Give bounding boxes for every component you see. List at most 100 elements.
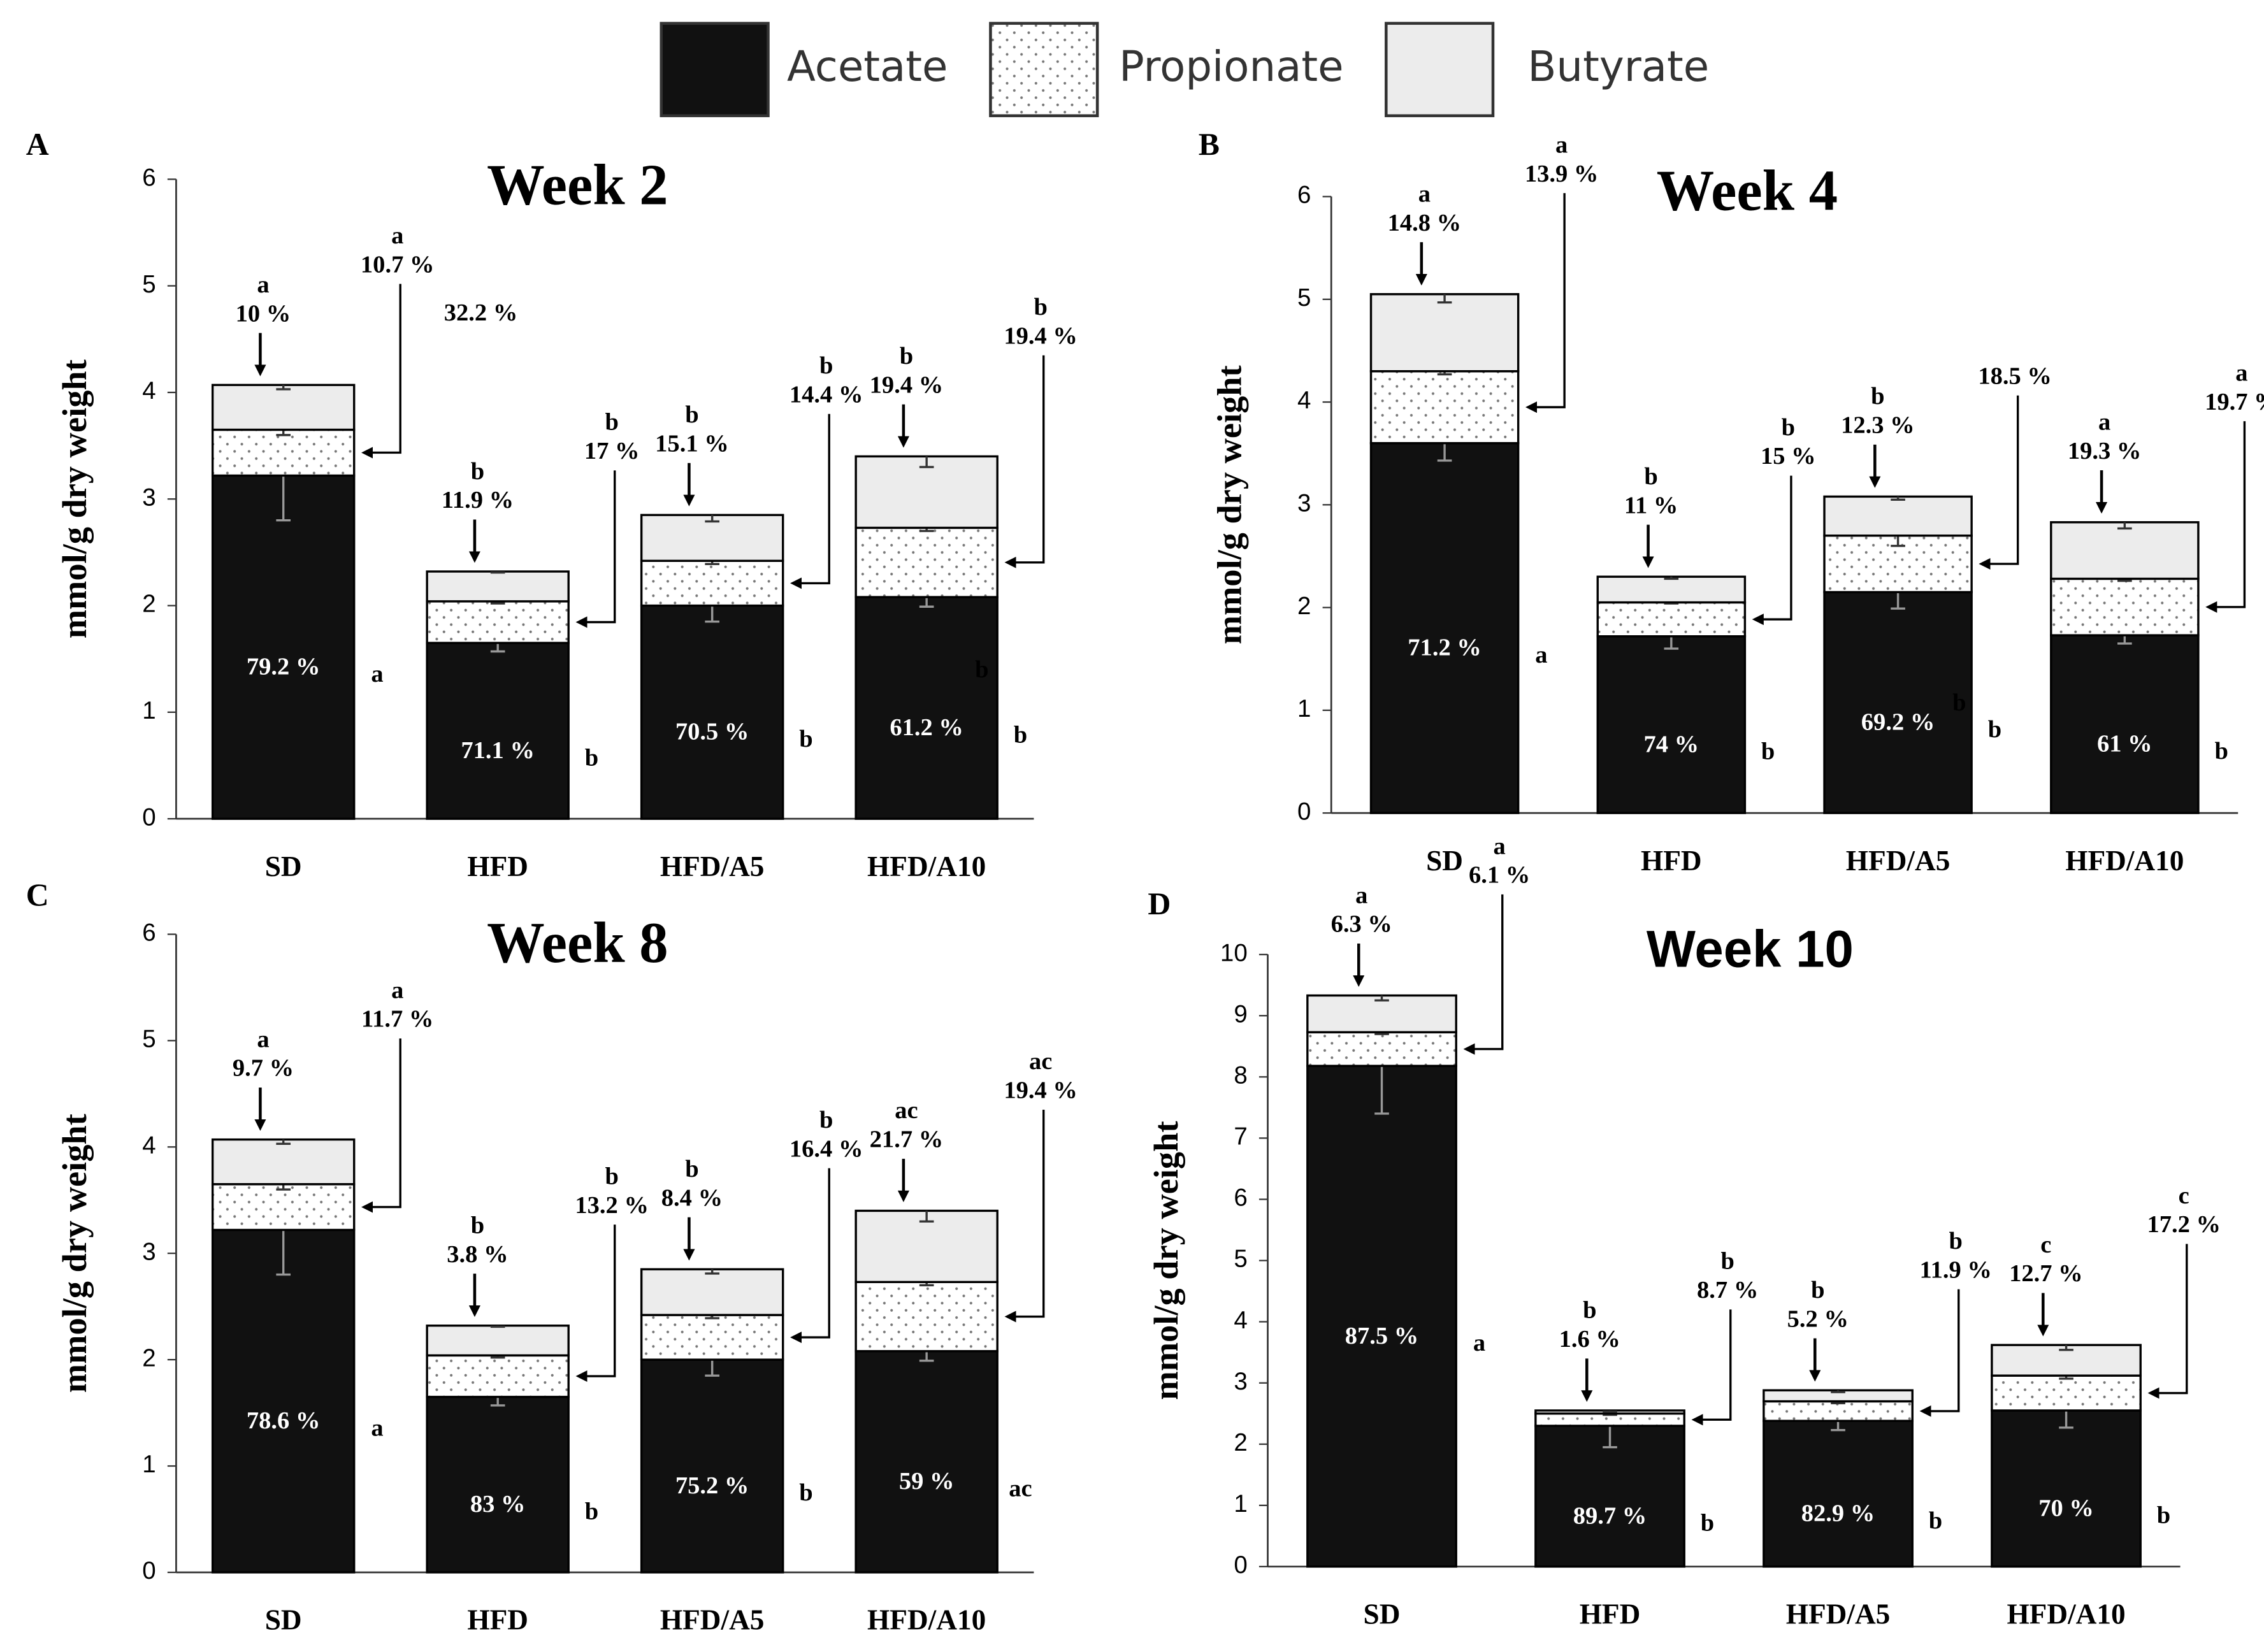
bar-segment: [426, 1325, 570, 1357]
percent-label: 79.2 %: [247, 654, 321, 680]
letter-label: b: [1644, 463, 1657, 490]
percent-label: 11.7 %: [361, 1006, 433, 1033]
bar-segment: [854, 455, 999, 529]
y-tick-label: 1: [142, 1451, 155, 1478]
chart-title: Week 2: [487, 152, 668, 217]
letter-label: b: [471, 1212, 484, 1239]
letter-label: a: [1494, 833, 1506, 859]
letter-label: b: [585, 744, 598, 771]
panel-label: A: [26, 127, 49, 162]
percent-label: 82.9 %: [1801, 1500, 1875, 1526]
percent-label: 19.3 %: [2068, 438, 2142, 464]
chart-title: Week 8: [487, 910, 668, 975]
letter-label: a: [2098, 409, 2110, 436]
bar-segment: [640, 1358, 784, 1574]
y-tick-label: 3: [1234, 1368, 1247, 1395]
percent-label: 1.6 %: [1559, 1326, 1620, 1353]
x-tick-label: HFD/A5: [1786, 1598, 1891, 1630]
letter-label: ac: [1009, 1476, 1032, 1502]
bar-segment: [1991, 1374, 2142, 1412]
letter-label: b: [1988, 716, 2001, 743]
bar-segment: [1306, 994, 1457, 1033]
letter-label: a: [257, 1026, 269, 1052]
y-tick-label: 9: [1234, 1000, 1247, 1028]
letter-label: b: [1949, 1228, 1963, 1254]
percent-label: 69.2 %: [1861, 709, 1935, 736]
y-axis-label: mmol/g dry weight: [1211, 365, 1249, 644]
bar-segment: [1763, 1419, 1914, 1568]
percent-label: 6.3 %: [1331, 911, 1392, 938]
y-tick-label: 0: [1234, 1551, 1247, 1579]
letter-label: a: [257, 271, 269, 298]
chart-title: Week 10: [1647, 920, 1854, 978]
letter-label: b: [799, 1479, 812, 1506]
letter-label: ac: [1029, 1048, 1052, 1075]
y-tick-label: 1: [1297, 695, 1311, 722]
y-tick-label: 6: [1234, 1184, 1247, 1212]
bar-segment: [1823, 495, 1973, 537]
extra-label: b: [975, 656, 988, 683]
x-tick-label: HFD/A10: [2007, 1598, 2125, 1630]
percent-label: 14.8 %: [1388, 210, 1462, 236]
percent-label: 14.4 %: [790, 381, 863, 408]
letter-label: b: [1871, 383, 1884, 410]
percent-label: 74 %: [1643, 731, 1699, 758]
percent-label: 15 %: [1761, 443, 1816, 470]
letter-label: b: [1811, 1277, 1824, 1304]
y-tick-label: 6: [1297, 182, 1311, 209]
arrow: [1919, 1289, 1960, 1417]
panel-label: C: [26, 877, 49, 912]
percent-label: 13.2 %: [575, 1192, 649, 1219]
arrow: [790, 413, 830, 589]
bar-segment: [1823, 591, 1973, 814]
percent-label: 19.4 %: [1004, 322, 1078, 349]
bar-segment: [211, 1138, 356, 1186]
letter-label: a: [1418, 181, 1431, 208]
y-tick-label: 0: [142, 1557, 155, 1584]
arrow: [361, 284, 401, 459]
bar-segment: [1369, 442, 1520, 814]
percent-label: 18.5 %: [1978, 363, 2052, 389]
y-axis-label: mmol/g dry weight: [55, 359, 94, 638]
letter-label: b: [1761, 738, 1775, 765]
arrow: [2147, 1244, 2188, 1399]
bar-segment: [854, 526, 999, 598]
bar-segment: [1306, 1031, 1457, 1067]
letter-label: a: [371, 661, 383, 687]
x-tick-label: HFD/A10: [2065, 845, 2184, 877]
letter-label: a: [1473, 1330, 1485, 1356]
arrow: [575, 470, 616, 628]
letter-label: b: [819, 352, 833, 379]
bar-segment: [1596, 575, 1747, 604]
percent-label: 10.7 %: [361, 251, 435, 278]
letter-label: c: [2179, 1182, 2189, 1209]
percent-label: 83 %: [470, 1491, 526, 1518]
letter-label: b: [1583, 1297, 1596, 1324]
x-tick-label: HFD/A5: [660, 851, 765, 882]
letter-label: b: [1034, 294, 1047, 320]
arrow: [1525, 193, 1566, 413]
letter-label: b: [585, 1498, 598, 1525]
percent-label: 12.7 %: [2009, 1260, 2083, 1287]
percent-label: 11.9 %: [1920, 1256, 1992, 1283]
letter-label: b: [2157, 1502, 2170, 1529]
percent-label: 13.9 %: [1525, 161, 1599, 187]
letter-label: a: [391, 977, 403, 1003]
bar-segment: [2050, 577, 2200, 636]
legend-swatch: [1385, 22, 1495, 117]
letter-label: b: [1782, 414, 1795, 441]
letter-label: c: [2040, 1232, 2051, 1258]
x-tick-label: HFD: [1641, 845, 1702, 877]
bar-segment: [2050, 521, 2200, 580]
arrow: [1004, 355, 1045, 568]
extra-label: b: [1952, 689, 1966, 716]
percent-label: 11.9 %: [442, 487, 514, 514]
x-tick-label: HFD: [467, 1604, 528, 1636]
y-tick-label: 6: [142, 919, 155, 947]
x-tick-label: HFD/A10: [867, 851, 986, 882]
letter-label: b: [685, 401, 698, 428]
letter-label: b: [1014, 721, 1027, 748]
percent-label: 71.2 %: [1408, 635, 1482, 661]
x-tick-label: HFD: [467, 851, 528, 882]
